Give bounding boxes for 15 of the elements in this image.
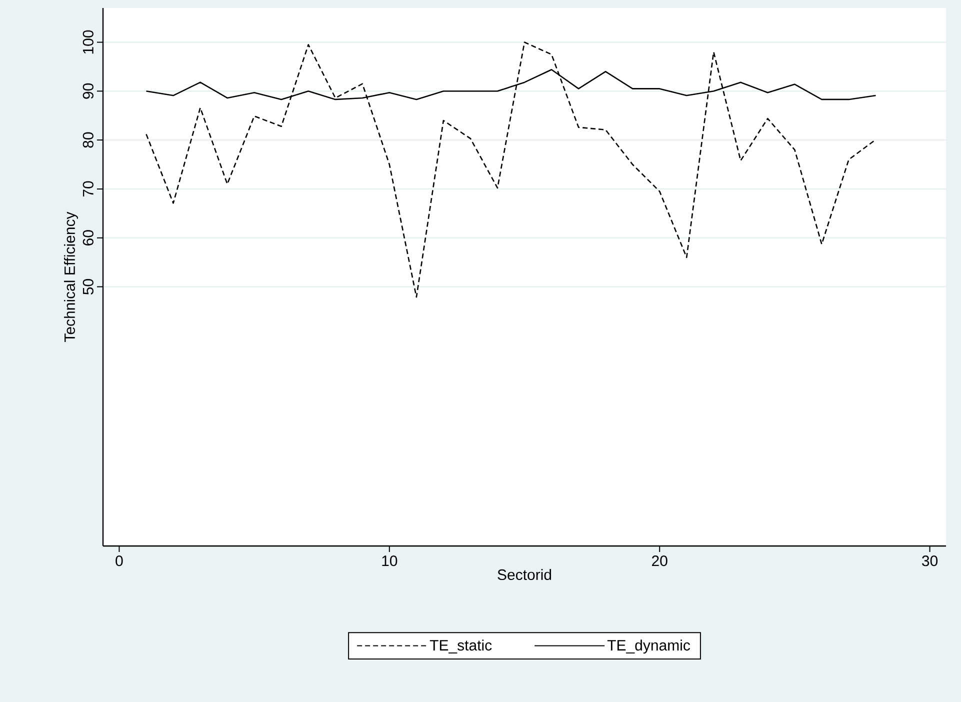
legend-label: TE_static (430, 640, 492, 654)
x-tick-label: 0 (116, 556, 123, 566)
y-axis-title: Technical Efficiency (64, 212, 78, 342)
x-tick-label: 10 (382, 556, 398, 566)
y-tick-label: 90 (82, 83, 94, 99)
line-series (146, 42, 876, 298)
y-tick-label: 100 (82, 30, 94, 54)
legend-label: TE_dynamic (607, 640, 690, 654)
y-tick-label: 50 (82, 279, 94, 295)
y-tick-label: 60 (82, 230, 94, 246)
y-tick-label: 70 (82, 181, 94, 197)
y-tick-label: 80 (82, 132, 94, 148)
x-tick-label: 20 (652, 556, 668, 566)
x-axis-title: Sectorid (498, 569, 552, 580)
x-tick-label: 30 (922, 556, 938, 566)
